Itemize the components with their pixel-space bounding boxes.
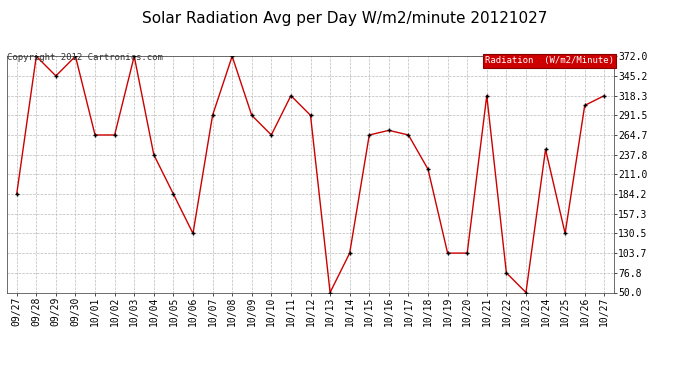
Point	[90, 132, 101, 138]
Point	[462, 250, 473, 256]
Point	[599, 93, 610, 99]
Text: Solar Radiation Avg per Day W/m2/minute 20121027: Solar Radiation Avg per Day W/m2/minute …	[142, 11, 548, 26]
Point	[442, 250, 453, 256]
Point	[286, 93, 297, 99]
Point	[226, 53, 237, 59]
Point	[540, 146, 551, 152]
Point	[246, 112, 257, 118]
Point	[481, 93, 492, 99]
Point	[364, 132, 375, 138]
Point	[31, 53, 42, 59]
Point	[266, 132, 277, 138]
Point	[560, 230, 571, 237]
Point	[422, 166, 433, 172]
Point	[207, 112, 218, 118]
Point	[70, 53, 81, 59]
Point	[50, 73, 61, 79]
Point	[129, 53, 140, 59]
Point	[188, 230, 199, 237]
Point	[11, 191, 22, 197]
Point	[324, 290, 335, 296]
Text: Radiation  (W/m2/Minute): Radiation (W/m2/Minute)	[485, 56, 614, 65]
Point	[520, 290, 531, 296]
Point	[148, 152, 159, 158]
Point	[168, 191, 179, 197]
Point	[109, 132, 120, 138]
Point	[501, 270, 512, 276]
Text: Copyright 2012 Cartronics.com: Copyright 2012 Cartronics.com	[7, 53, 163, 62]
Point	[384, 128, 395, 134]
Point	[305, 112, 316, 118]
Point	[579, 102, 590, 108]
Point	[344, 250, 355, 256]
Point	[403, 132, 414, 138]
